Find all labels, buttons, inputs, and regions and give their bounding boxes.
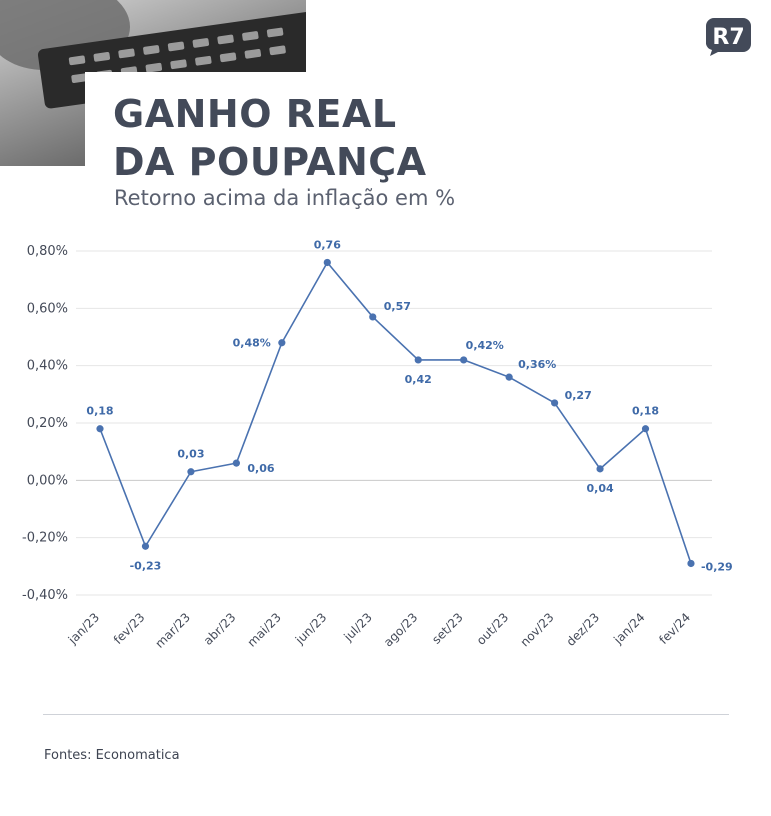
title-card — [85, 72, 771, 222]
data-point — [414, 356, 422, 364]
x-tick-label: jan/24 — [610, 610, 647, 647]
data-label: 0,57 — [384, 300, 411, 313]
x-tick-label: mar/23 — [153, 610, 194, 651]
x-tick-label: fev/24 — [656, 610, 693, 647]
data-point — [323, 258, 331, 267]
data-point — [96, 425, 104, 433]
data-point — [641, 425, 650, 433]
data-point — [687, 559, 695, 568]
data-label: 0,06 — [247, 462, 274, 475]
data-label: 0,42 — [405, 373, 432, 386]
y-tick-label: 0,60% — [27, 301, 68, 316]
chart-subtitle: Retorno acima da inflação em % — [114, 186, 456, 210]
source-note: Fontes: Economatica — [44, 748, 180, 763]
footer-divider — [43, 714, 729, 715]
data-label: 0,76 — [314, 238, 341, 251]
x-tick-label: set/23 — [429, 610, 466, 647]
data-point — [505, 373, 513, 381]
series-line — [99, 261, 692, 564]
x-tick-label: out/23 — [474, 610, 511, 647]
data-label: 0,42% — [466, 339, 504, 352]
y-tick-label: 0,40% — [27, 359, 68, 374]
data-label: 0,18 — [86, 405, 113, 418]
x-tick-label: jul/23 — [341, 610, 375, 644]
x-tick-label: dez/23 — [564, 610, 603, 649]
data-point — [551, 399, 559, 407]
y-tick-label: -0,40% — [22, 588, 68, 603]
data-point — [369, 313, 377, 321]
data-label: -0,23 — [130, 559, 162, 572]
y-tick-label: 0,00% — [27, 473, 68, 488]
data-point — [596, 465, 604, 473]
x-tick-label: fev/23 — [111, 610, 148, 647]
x-tick-label: mai/23 — [245, 610, 284, 649]
data-label: 0,18 — [632, 405, 659, 418]
x-tick-label: abr/23 — [201, 610, 239, 648]
data-label: 0,03 — [177, 448, 204, 461]
y-tick-label: 0,20% — [27, 416, 68, 431]
data-label: 0,48% — [233, 337, 271, 350]
logo-text: R7 — [712, 25, 744, 50]
x-tick-label: jun/23 — [292, 610, 329, 647]
data-label: 0,36% — [518, 358, 556, 371]
data-point — [141, 542, 150, 550]
data-point — [232, 459, 240, 467]
title-line-1: GANHO REAL — [113, 92, 397, 136]
x-tick-label: ago/23 — [381, 610, 420, 649]
x-tick-label: nov/23 — [518, 610, 557, 649]
data-label: 0,27 — [565, 389, 592, 402]
data-point — [460, 356, 468, 364]
r7-logo: R7 — [706, 18, 751, 56]
chart-title: GANHO REAL DA POUPANÇA — [113, 90, 427, 186]
y-tick-label: 0,80% — [27, 244, 68, 259]
data-label: 0,04 — [586, 482, 613, 495]
data-point — [187, 468, 195, 476]
data-point — [278, 339, 286, 347]
y-tick-label: -0,20% — [22, 531, 68, 546]
x-tick-label: jan/23 — [65, 610, 102, 647]
data-label: -0,29 — [701, 560, 733, 573]
title-line-2: DA POUPANÇA — [113, 140, 427, 184]
line-chart: 0,80% 0,60% 0,40% 0,20% 0,00% -0,20% -0,40% jan… — [22, 238, 733, 651]
